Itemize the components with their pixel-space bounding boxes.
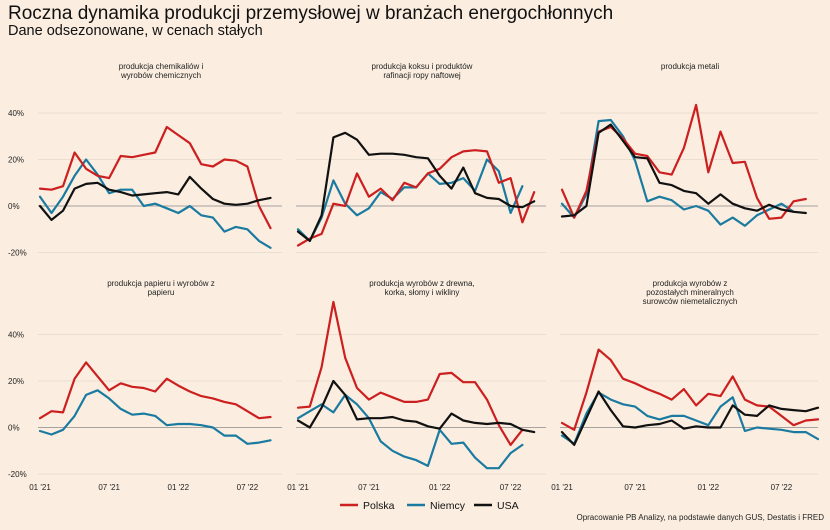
panel-title-line: rafinacji ropy naftowej xyxy=(383,71,461,80)
series-line-polska xyxy=(38,125,272,230)
y-tick-label: 0% xyxy=(8,202,20,211)
panel-title-line: pozostałych mineralnych xyxy=(646,288,734,297)
chart-subtitle: Dane odsezonowane, w cenach stałych xyxy=(8,23,263,39)
x-tick-label: 07 '22 xyxy=(771,483,793,492)
panel-title-line: produkcja koksu i produktów xyxy=(372,62,473,71)
series-line-polska xyxy=(38,361,272,420)
x-tick-label: 01 '21 xyxy=(551,483,573,492)
series-line-niemcy xyxy=(560,391,820,445)
series-line-niemcy xyxy=(38,389,272,445)
panel-title-line: produkcja metali xyxy=(661,62,719,71)
series-line-usa xyxy=(38,175,272,221)
panel-1: 40% 20% 0% -20% produkcja chemikaliów iwyrob… xyxy=(8,62,282,258)
series-line-usa xyxy=(560,390,820,446)
legend-label: Niemcy xyxy=(430,500,466,512)
y-tick-label: 40% xyxy=(8,109,24,118)
x-tick-label: 01 '22 xyxy=(429,483,451,492)
panel-title-line: produkcja chemikaliów i xyxy=(119,62,204,71)
series-line-polska xyxy=(296,149,536,247)
y-tick-label: -20% xyxy=(8,249,27,258)
x-tick-label: 01 '22 xyxy=(168,483,190,492)
panel-5: 01 '21 07 '21 01 '22 07 '22 produkcja wyrobó… xyxy=(287,279,546,492)
panel-title-line: wyrobów chemicznych xyxy=(120,71,201,80)
x-tick-label: 07 '21 xyxy=(98,483,120,492)
legend: Polska Niemcy USA xyxy=(340,500,519,512)
chart-title: Roczna dynamika produkcji przemysłowej w… xyxy=(8,3,614,24)
series-line-polska xyxy=(560,348,820,431)
series-line-niemcy xyxy=(296,158,524,242)
series-line-usa xyxy=(296,131,536,242)
x-tick-label: 07 '22 xyxy=(237,483,259,492)
x-tick-label: 07 '22 xyxy=(500,483,522,492)
panel-title-line: surowców niemetalicznych xyxy=(643,297,738,306)
y-tick-label: 20% xyxy=(8,156,24,165)
series-line-usa xyxy=(560,123,807,218)
x-tick-label: 07 '21 xyxy=(358,483,380,492)
panel-title-line: produkcja wyrobów z xyxy=(653,279,728,288)
series-line-polska xyxy=(296,300,524,446)
panel-4: 40% 20% 0% -20%01 '21 07 '21 01 '22 07 '22 prod… xyxy=(8,279,282,492)
y-tick-label: 20% xyxy=(8,377,24,386)
legend-label: Polska xyxy=(363,500,395,512)
series-line-niemcy xyxy=(560,118,795,227)
panel-6: 01 '21 07 '21 01 '22 07 '22 produkcja wyrobó… xyxy=(551,279,820,492)
panel-title-line: produkcja wyrobów z drewna, xyxy=(369,279,474,288)
x-tick-label: 01 '21 xyxy=(287,483,309,492)
panel-title-line: produkcja papieru i wyrobów z xyxy=(107,279,215,288)
panel-3: produkcja metali xyxy=(560,62,818,253)
panel-title-line: papieru xyxy=(148,288,175,297)
x-tick-label: 01 '22 xyxy=(698,483,720,492)
series-line-usa xyxy=(296,379,536,434)
x-tick-label: 01 '21 xyxy=(29,483,51,492)
panel-title-line: korka, słomy i wikliny xyxy=(385,288,460,297)
series-line-niemcy xyxy=(296,393,524,470)
y-tick-label: 40% xyxy=(8,331,24,340)
series-line-niemcy xyxy=(38,158,272,249)
y-tick-label: 0% xyxy=(8,424,20,433)
y-tick-label: -20% xyxy=(8,470,27,479)
legend-label: USA xyxy=(497,500,519,512)
x-tick-label: 07 '21 xyxy=(624,483,646,492)
source-note: Opracowanie PB Analizy, na podstawie dan… xyxy=(576,513,824,522)
